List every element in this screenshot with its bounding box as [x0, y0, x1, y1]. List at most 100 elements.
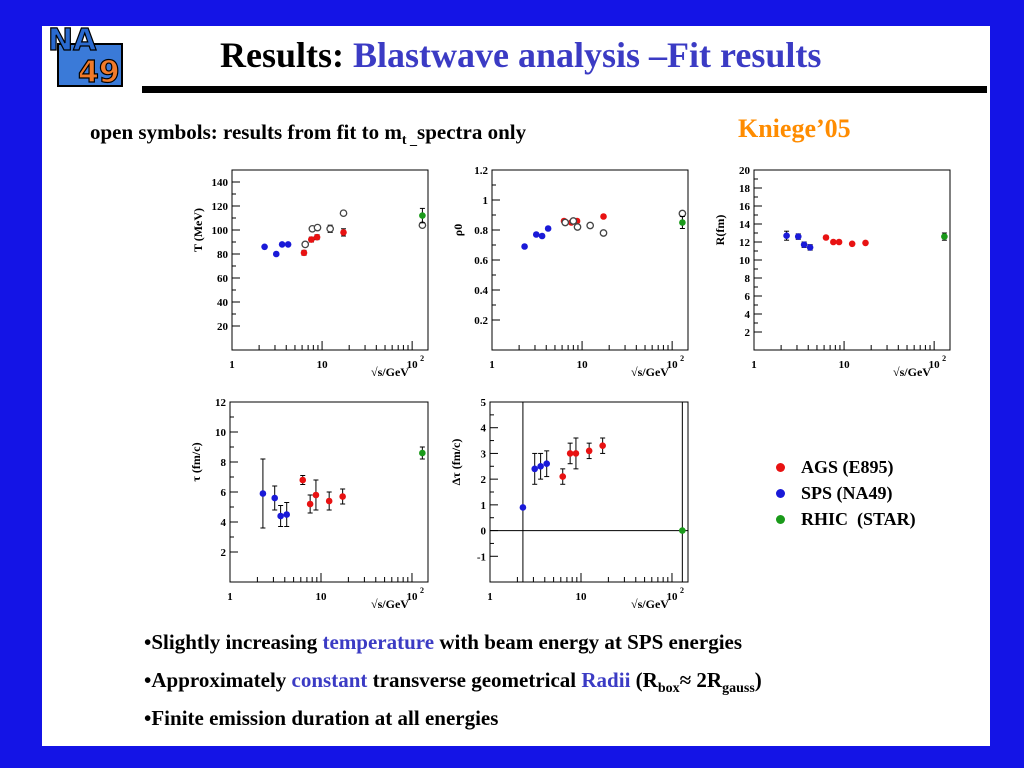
y-tick-label: 14 — [739, 219, 751, 231]
y-tick-label: 8 — [745, 273, 751, 285]
bullet2-pre: •Approximately — [144, 668, 292, 692]
data-point-ags — [566, 450, 574, 457]
x-axis-label: √s/GeV — [631, 365, 669, 379]
plot-frame — [491, 169, 689, 351]
y-tick-label: 120 — [212, 201, 229, 213]
x-tick-superscript: 2 — [420, 586, 424, 595]
data-point-ags — [306, 500, 314, 508]
y-tick-label: 20 — [739, 165, 751, 177]
y-axis-label: τ (fm/c) — [189, 442, 203, 481]
y-axis-label: ρ0 — [451, 224, 465, 236]
x-tick-label: 10 — [315, 591, 327, 603]
legend-item-rhic: RHIC (STAR) — [776, 506, 916, 532]
data-point-rhic — [679, 527, 686, 534]
y-tick-label: 0 — [481, 526, 487, 538]
plot-frame — [489, 401, 689, 583]
data-point-open — [339, 209, 348, 218]
y-tick-label: 6 — [221, 487, 227, 499]
data-point-ags — [830, 238, 837, 246]
legend: AGS (E895) SPS (NA49) RHIC (STAR) — [776, 454, 916, 532]
x-tick-label: 10 — [666, 591, 678, 603]
data-point-sps — [272, 250, 280, 258]
data-point-sps — [794, 233, 802, 240]
y-tick-label: 0.6 — [474, 255, 488, 267]
x-tick-superscript: 2 — [420, 354, 424, 363]
bullet1-post: with beam energy at SPS energies — [434, 630, 743, 654]
x-axis-label: √s/GeV — [893, 365, 931, 379]
na49-logo: NA 49 — [47, 26, 123, 90]
bullet2-sub-box: box — [657, 681, 680, 697]
bullet1-pre: •Slightly increasing — [144, 630, 323, 654]
x-tick-label: 10 — [839, 359, 851, 371]
y-tick-label: 10 — [739, 255, 751, 267]
data-point-sps — [800, 241, 808, 248]
y-tick-label: 2 — [221, 547, 227, 559]
y-tick-label: 0.2 — [474, 315, 488, 327]
x-tick-label: 10 — [577, 359, 589, 371]
data-point-open — [599, 229, 608, 237]
data-point-sps — [271, 494, 279, 502]
x-tick-label: 1 — [751, 359, 757, 371]
slide: NA 49 Results: Blastwave analysis –Fit r… — [42, 26, 990, 746]
bullet-radii: •Approximately constant transverse geome… — [144, 668, 762, 706]
y-axis-label: R(fm) — [713, 215, 727, 246]
y-tick-label: 8 — [221, 457, 227, 469]
y-tick-label: 20 — [217, 321, 229, 333]
x-tick-superscript: 2 — [942, 354, 946, 363]
legend-item-ags: AGS (E895) — [776, 454, 916, 480]
legend-marker-sps — [776, 488, 785, 498]
y-tick-label: 2 — [745, 327, 751, 339]
data-point-open — [301, 240, 310, 249]
y-tick-label: 6 — [745, 291, 751, 303]
title-underline — [142, 86, 987, 93]
x-axis-label: √s/GeV — [371, 365, 409, 379]
data-point-open — [573, 223, 582, 231]
x-tick-label: 1 — [227, 591, 233, 603]
y-tick-label: 1 — [481, 500, 487, 512]
data-point-ags — [559, 473, 567, 480]
data-point-sps — [261, 243, 268, 251]
y-tick-label: 12 — [215, 397, 227, 409]
y-axis-label: T (MeV) — [191, 208, 205, 252]
data-point-sps — [544, 225, 552, 232]
data-point-sps — [806, 244, 814, 251]
y-tick-label: 140 — [212, 177, 229, 189]
y-tick-label: 1 — [483, 195, 489, 207]
plot-frame — [753, 169, 951, 351]
data-point-ags — [325, 497, 333, 505]
y-tick-label: 40 — [217, 297, 229, 309]
data-point-ags — [339, 493, 346, 500]
logo-bottom-text: 49 — [78, 55, 120, 90]
y-tick-label: 4 — [745, 309, 751, 321]
legend-item-sps: SPS (NA49) — [776, 480, 916, 506]
data-point-sps — [277, 512, 284, 520]
title-highlight: Blastwave analysis –Fit results — [353, 35, 822, 75]
y-tick-label: 3 — [481, 448, 487, 460]
x-tick-label: 10 — [317, 359, 329, 371]
bullet-duration: •Finite emission duration at all energie… — [144, 706, 762, 744]
data-point-rhic — [679, 219, 686, 226]
y-tick-label: 4 — [221, 517, 227, 529]
data-point-sps — [543, 460, 551, 468]
x-tick-label: 10 — [406, 591, 418, 603]
data-point-rhic — [941, 233, 948, 240]
data-point-ags — [308, 236, 315, 243]
data-point-ags — [300, 249, 308, 257]
subtitle: open symbols: results from fit to mt _sp… — [90, 120, 526, 149]
bullet2-highlight: constant — [291, 668, 368, 692]
y-tick-label: 18 — [739, 183, 751, 195]
data-point-ags — [835, 238, 843, 246]
data-point-ags — [299, 476, 307, 484]
subtitle-main: open symbols: results from fit to m — [90, 120, 402, 144]
subtitle-rest: spectra only — [417, 120, 527, 144]
data-point-ags — [848, 240, 856, 248]
data-point-ags — [822, 234, 830, 241]
y-axis-label: Δτ (fm/c) — [449, 439, 463, 486]
data-point-sps — [783, 232, 790, 239]
data-point-sps — [531, 465, 539, 473]
legend-label-ags: AGS (E895) — [801, 456, 894, 477]
plot-frame — [231, 169, 429, 351]
